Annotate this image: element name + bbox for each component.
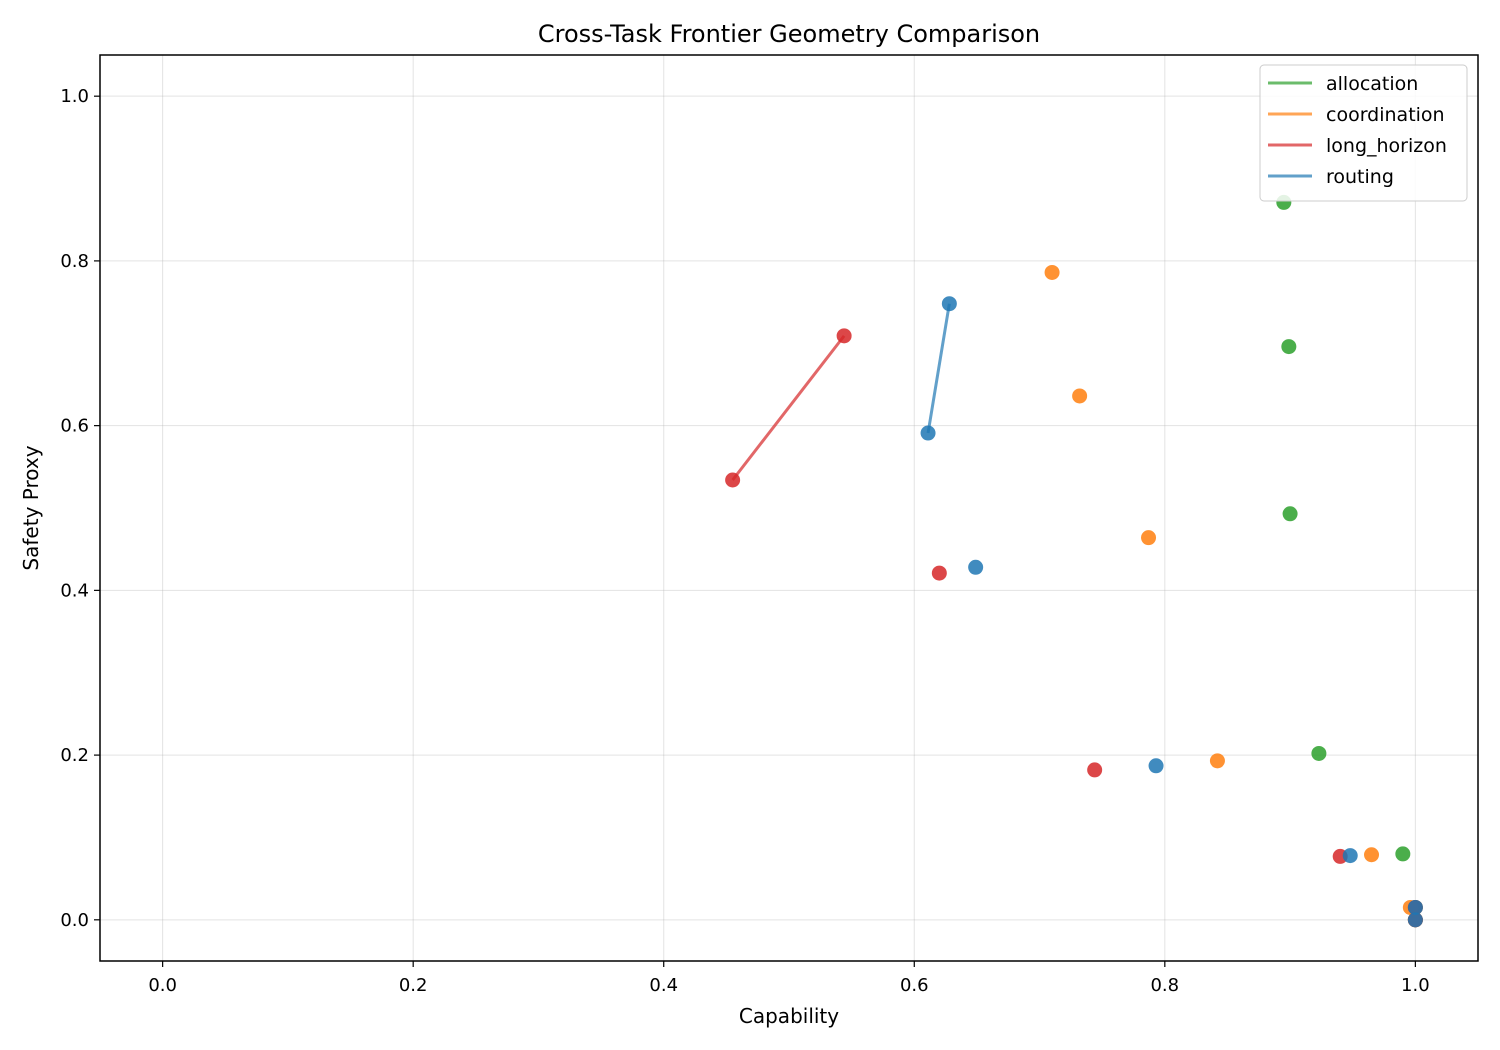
x-tick-label: 1.0: [1401, 975, 1430, 996]
point-coordination: [1044, 264, 1060, 280]
y-tick-label: 1.0: [60, 86, 89, 107]
frontier-line-routing: [926, 303, 951, 434]
y-tick-label: 0.6: [60, 416, 89, 437]
legend: allocation coordination long_horizonroutin…: [1259, 64, 1468, 202]
point-routing: [920, 425, 936, 441]
x-tick-label: 0.8: [1150, 975, 1179, 996]
legend-label-coordination: coordination: [1326, 104, 1445, 126]
point-allocation: [1311, 745, 1327, 761]
legend-box: [1259, 64, 1468, 202]
point-long-horizon: [1087, 762, 1103, 778]
point-coordination: [1364, 847, 1380, 863]
y-axis-label: Safety Proxy: [19, 445, 43, 570]
point-long-horizon: [836, 328, 852, 344]
legend-label-routing: routing: [1326, 166, 1394, 188]
point-routing: [941, 296, 957, 312]
grid-layer: [100, 55, 1478, 961]
y-tick-label: 0.2: [60, 745, 89, 766]
y-tick-label: 0.4: [60, 580, 89, 601]
data-points: [725, 194, 1423, 928]
point-routing: [1342, 848, 1358, 864]
y-tick-label: 0.0: [60, 910, 89, 931]
x-tick-label: 0.0: [148, 975, 177, 996]
y-tick-label: 0.8: [60, 251, 89, 272]
point-coordination: [1209, 753, 1225, 769]
chart-title: Cross-Task Frontier Geometry Comparison: [538, 20, 1040, 48]
axis-ticks: 0.0 0.2 0.4 0.6 0.8 1.0 0.0 0.2 0.4 0.6 0.8 1.0: [60, 86, 1429, 996]
point-long-horizon: [725, 472, 741, 488]
point-routing: [1407, 899, 1423, 915]
plot-frame: [99, 54, 1479, 962]
point-allocation: [1281, 339, 1297, 355]
point-coordination: [1141, 530, 1157, 546]
frontier-lines: [731, 303, 951, 481]
x-axis-label: Capability: [739, 1004, 839, 1028]
point-long-horizon: [931, 565, 947, 581]
point-allocation: [1395, 846, 1411, 862]
x-tick-label: 0.6: [900, 975, 929, 996]
point-routing: [968, 559, 984, 575]
x-tick-label: 0.2: [399, 975, 428, 996]
legend-label-long-horizon: long_horizon: [1326, 135, 1447, 157]
legend-label-allocation: allocation: [1326, 73, 1418, 95]
point-allocation: [1282, 506, 1298, 522]
x-tick-label: 0.4: [649, 975, 678, 996]
point-coordination: [1072, 388, 1088, 404]
point-routing: [1148, 758, 1164, 774]
point-routing: [1407, 912, 1423, 928]
frontier-line-long-horizon: [731, 334, 846, 481]
